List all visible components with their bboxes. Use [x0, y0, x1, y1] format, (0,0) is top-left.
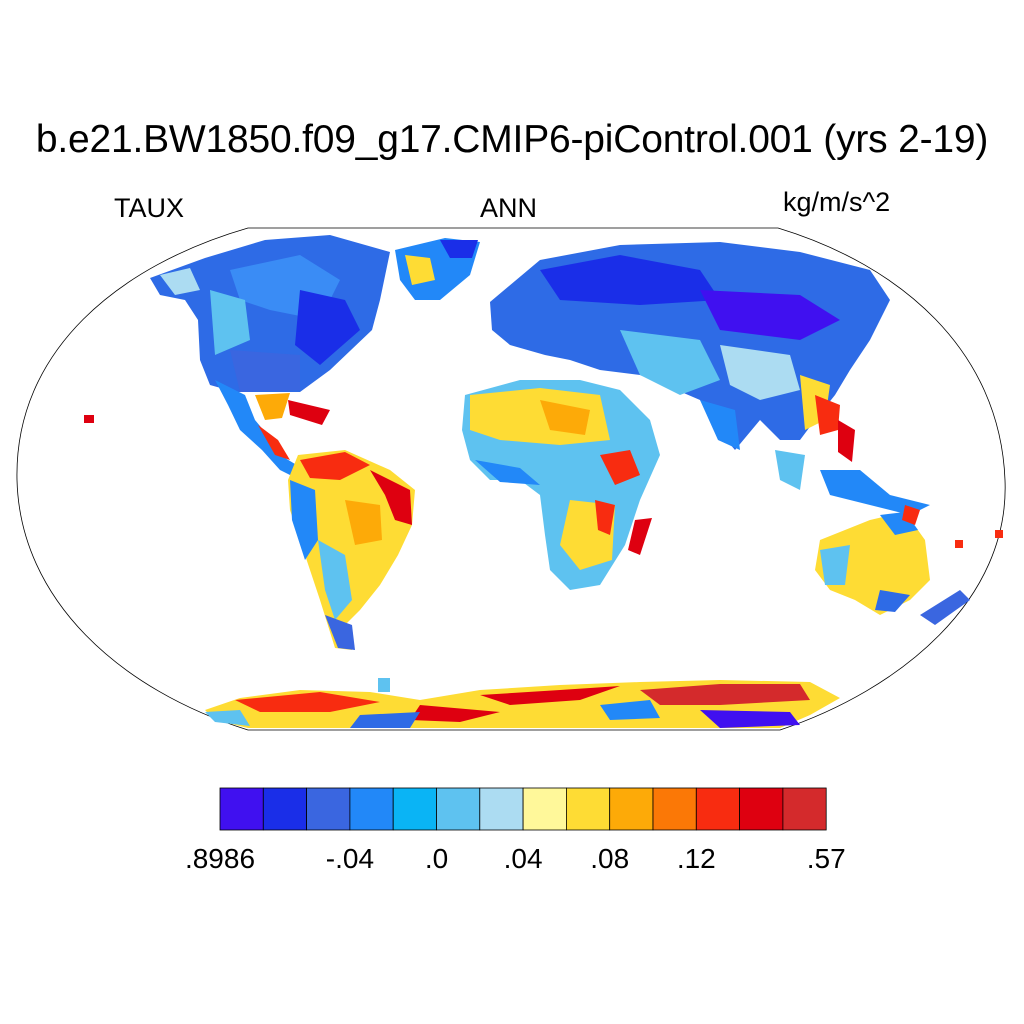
- colorbar-box: [349, 787, 394, 831]
- colorbar-box: [609, 787, 654, 831]
- colorbar-box: [306, 787, 351, 831]
- australia-field: [815, 505, 970, 625]
- colorbar-tick-label: .04: [504, 843, 543, 874]
- colorbar-box: [436, 787, 481, 831]
- africa-field: [462, 380, 660, 590]
- season-label: ANN: [480, 193, 538, 223]
- colorbar-box: [262, 787, 307, 831]
- colorbar-tick-label: -.04: [326, 843, 374, 874]
- antarctica-field: [205, 680, 840, 728]
- colorbar-tick-label: .12: [677, 843, 716, 874]
- colorbar-box: [219, 787, 264, 831]
- variable-label: TAUX: [114, 193, 185, 223]
- colorbar-box: [522, 787, 567, 831]
- colorbar-tick-label: .8986: [185, 843, 255, 874]
- colorbar-box: [392, 787, 437, 831]
- colorbar-box: [695, 787, 740, 831]
- north-america-field: [150, 235, 480, 480]
- colorbar-box: [739, 787, 784, 831]
- colorbar-box: [782, 787, 827, 831]
- plot-title: b.e21.BW1850.f09_g17.CMIP6-piControl.001…: [35, 118, 989, 161]
- eurasia-field: [490, 242, 930, 515]
- colorbar-tick-label: .57: [807, 843, 846, 874]
- colorbar-tick-label: .0: [425, 843, 448, 874]
- colorbar-box: [479, 787, 524, 831]
- island-patches: [84, 415, 1003, 692]
- units-label: kg/m/s^2: [783, 187, 891, 217]
- colorbar-tick-label: .08: [590, 843, 629, 874]
- colorbar-box: [652, 787, 697, 831]
- south-america-field: [288, 450, 415, 650]
- colorbar-box: [566, 787, 611, 831]
